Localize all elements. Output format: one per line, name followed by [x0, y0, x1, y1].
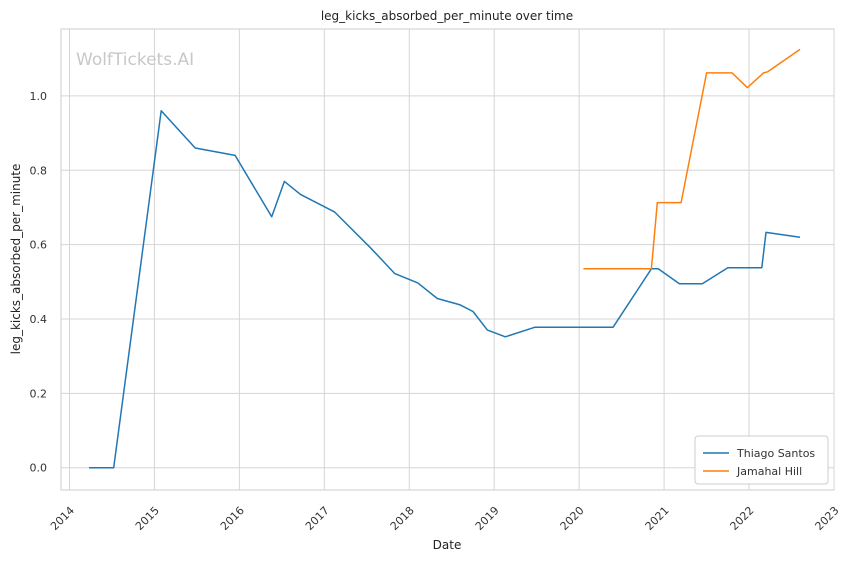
x-tick-label: 2020	[558, 504, 587, 533]
x-tick-label: 2021	[643, 504, 672, 533]
x-tick-label: 2017	[303, 504, 332, 533]
x-tick-label: 2014	[48, 504, 77, 533]
y-tick-label: 0.4	[30, 313, 48, 326]
plot-area	[60, 28, 835, 491]
y-tick-label: 0.8	[30, 164, 48, 177]
x-tick-label: 2019	[473, 504, 502, 533]
y-tick-label: 1.0	[30, 90, 48, 103]
y-axis-ticks: 0.0 0.2 0.4 0.6 0.8 1.0	[30, 90, 48, 475]
x-axis-title: Date	[433, 538, 462, 552]
y-tick-label: 0.2	[30, 387, 48, 400]
legend-label-thiago-santos: Thiago Santos	[736, 447, 815, 460]
legend: Thiago Santos Jamahal Hill	[694, 435, 829, 485]
chart-title: leg_kicks_absorbed_per_minute over time	[321, 9, 573, 23]
x-tick-label: 2016	[218, 504, 247, 533]
series-line-thiago-santos	[89, 110, 801, 469]
watermark: WolfTickets.AI	[76, 50, 194, 70]
series-lines	[89, 48, 801, 469]
x-tick-label: 2022	[728, 504, 757, 533]
y-axis-title: leg_kicks_absorbed_per_minute	[9, 164, 23, 355]
y-tick-label: 0.0	[30, 462, 48, 475]
x-axis-ticks: 2014 2015 2016 2017 2018 2019 2020 2021 2022 2023	[48, 504, 841, 533]
series-line-jamahal-hill	[583, 48, 801, 270]
grid	[61, 29, 835, 490]
x-tick-label: 2015	[133, 504, 162, 533]
y-tick-label: 0.6	[30, 239, 48, 252]
x-tick-label: 2023	[813, 504, 842, 533]
x-tick-label: 2018	[388, 504, 417, 533]
legend-box	[694, 435, 829, 485]
legend-label-jamahal-hill: Jamahal Hill	[736, 465, 802, 478]
